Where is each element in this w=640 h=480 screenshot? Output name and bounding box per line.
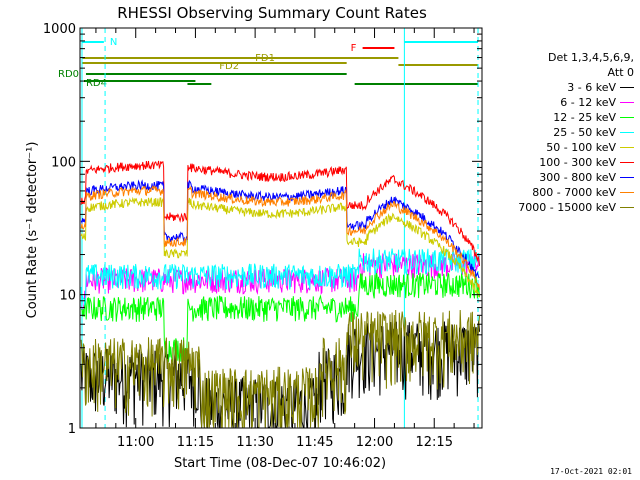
generation-timestamp: 17-Oct-2021 02:01 [550, 467, 632, 476]
series-line-5 [80, 160, 480, 266]
x-axis-label: Start Time (08-Dec-07 10:46:02) [174, 456, 386, 471]
legend-entry: 6 - 12 keV [518, 95, 634, 110]
legend-entry: 3 - 6 keV [518, 80, 634, 95]
series-line-6 [80, 179, 480, 279]
legend-swatch [620, 177, 634, 178]
series-line-3 [80, 248, 480, 310]
series-line-4 [80, 196, 480, 298]
legend-entry: 50 - 100 keV [518, 140, 634, 155]
legend-swatch [620, 192, 634, 193]
legend-attenuator: Att 0 [607, 66, 634, 79]
legend-entry-label: 25 - 50 keV [553, 126, 616, 139]
x-tick-label: 12:15 [416, 435, 453, 450]
x-tick-label: 12:00 [356, 435, 393, 450]
legend-entry: 100 - 300 keV [518, 155, 634, 170]
y-tick-label: 1000 [43, 22, 76, 37]
legend-entry: 12 - 25 keV [518, 110, 634, 125]
flag-label-n: N [110, 37, 117, 48]
legend-swatch [620, 162, 634, 163]
chart-title: RHESSI Observing Summary Count Rates [117, 4, 427, 22]
legend-entry: 800 - 7000 keV [518, 185, 634, 200]
series-layer [80, 160, 480, 430]
legend-swatch [620, 87, 634, 88]
legend-swatch [620, 207, 634, 208]
series-line-8 [80, 309, 480, 430]
legend: Det 1,3,4,5,6,9, Att 0 3 - 6 keV 6 - 12 k… [518, 50, 634, 215]
flag-label-rd4: RD4 [86, 78, 107, 89]
y-tick-label: 1 [68, 422, 76, 437]
legend-entry-label: 800 - 7000 keV [532, 186, 616, 199]
plot-frame [79, 27, 483, 429]
flag-label-fd1: FD1 [255, 53, 275, 64]
legend-entry-label: 300 - 800 keV [539, 171, 616, 184]
legend-swatch [620, 117, 634, 118]
x-tick-label: 11:45 [296, 435, 333, 450]
legend-entry-label: 7000 - 15000 keV [518, 201, 616, 214]
y-tick-label: 100 [51, 155, 76, 170]
plot-axes: 1 10 100 1000 11:00 11:15 11:30 11:45 12:00 12:15 [43, 22, 483, 450]
flag-label-f: F [351, 43, 357, 54]
y-axis-label: Count Rate (s⁻¹ detector⁻¹) [25, 142, 40, 319]
legend-swatch [620, 132, 634, 133]
legend-entry-label: 3 - 6 keV [567, 81, 616, 94]
legend-entry: 25 - 50 keV [518, 125, 634, 140]
series-line-7 [80, 185, 480, 290]
x-tick-label: 11:30 [236, 435, 273, 450]
legend-entry-label: 6 - 12 keV [560, 96, 616, 109]
legend-entry-label: 12 - 25 keV [553, 111, 616, 124]
x-tick-label: 11:15 [177, 435, 214, 450]
flag-label-rd0: RD0 [58, 69, 79, 80]
legend-entry: 300 - 800 keV [518, 170, 634, 185]
legend-entry: 7000 - 15000 keV [518, 200, 634, 215]
legend-swatch [620, 147, 634, 148]
flag-label-fd2: FD2 [219, 61, 239, 72]
legend-entry-label: 100 - 300 keV [539, 156, 616, 169]
legend-swatch [620, 102, 634, 103]
x-tick-label: 11:00 [117, 435, 154, 450]
legend-detectors: Det 1,3,4,5,6,9, [547, 51, 634, 64]
series-line-2 [80, 271, 480, 363]
legend-entry-label: 50 - 100 keV [546, 141, 616, 154]
y-tick-label: 10 [59, 289, 76, 304]
